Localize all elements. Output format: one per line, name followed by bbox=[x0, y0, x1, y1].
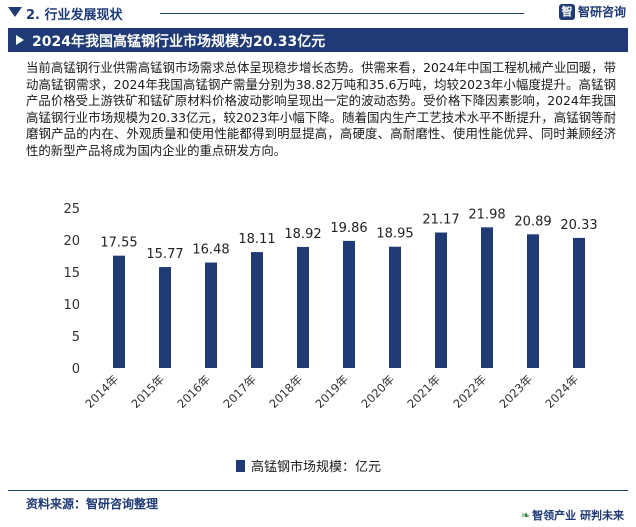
title-banner: 2024年我国高锰钢行业市场规模为20.33亿元 bbox=[8, 28, 628, 52]
y-tick-label: 5 bbox=[72, 330, 80, 345]
y-tick-label: 10 bbox=[63, 298, 80, 313]
brand-name: 智研咨询 bbox=[577, 5, 626, 19]
x-tick-label: 2020年 bbox=[358, 372, 397, 411]
y-tick-label: 25 bbox=[63, 202, 80, 217]
y-tick-label: 0 bbox=[72, 362, 80, 377]
chart-legend: 高锰钢市场规模：亿元 bbox=[236, 456, 381, 475]
x-tick-label: 2018年 bbox=[266, 372, 305, 411]
header-divider bbox=[160, 13, 524, 14]
brand-logo: 智 智研咨询 bbox=[558, 3, 626, 20]
bar bbox=[205, 262, 217, 368]
bar bbox=[573, 237, 585, 368]
section-header: 2. 行业发展现状 智 智研咨询 bbox=[0, 0, 636, 26]
x-tick-label: 2015年 bbox=[128, 372, 167, 411]
data-label: 20.89 bbox=[514, 214, 551, 229]
bar bbox=[343, 240, 355, 368]
data-label: 16.48 bbox=[192, 243, 229, 258]
description-paragraph: 当前高锰钢行业供需高锰钢市场需求总体呈现稳步增长态势。供需来看，2024年中国工… bbox=[26, 60, 616, 158]
bar bbox=[435, 232, 447, 368]
legend-swatch bbox=[236, 459, 245, 472]
y-tick-label: 15 bbox=[63, 266, 80, 281]
data-label: 15.77 bbox=[146, 247, 183, 262]
section-title: 2. 行业发展现状 bbox=[26, 8, 123, 23]
footer-slogan-text: 智领产业 研判未来 bbox=[532, 509, 624, 522]
data-label: 18.11 bbox=[238, 232, 275, 247]
banner-arrow-icon bbox=[16, 35, 24, 45]
data-label: 18.92 bbox=[284, 227, 321, 242]
brand-logo-icon: 智 bbox=[558, 3, 575, 20]
legend-label: 高锰钢市场规模：亿元 bbox=[251, 460, 382, 475]
data-label: 17.55 bbox=[100, 236, 137, 251]
x-tick-label: 2017年 bbox=[220, 372, 259, 411]
leaf-icon: ❧ bbox=[520, 509, 531, 522]
bar bbox=[297, 246, 309, 368]
bar bbox=[389, 246, 401, 368]
bar bbox=[159, 267, 171, 368]
footer-slogan: ❧ 智领产业 研判未来 bbox=[521, 507, 624, 523]
y-tick-label: 20 bbox=[63, 234, 80, 249]
chart-title: 2024年我国高锰钢行业市场规模为20.33亿元 bbox=[32, 34, 326, 50]
data-label: 21.98 bbox=[468, 207, 505, 222]
x-tick-label: 2023年 bbox=[496, 372, 535, 411]
bar bbox=[113, 255, 125, 368]
bar bbox=[527, 234, 539, 368]
bar bbox=[251, 252, 263, 368]
data-label: 18.95 bbox=[376, 227, 413, 242]
data-label: 19.86 bbox=[330, 221, 367, 236]
footer-divider bbox=[8, 490, 628, 491]
section-marker-icon bbox=[8, 7, 22, 17]
data-label: 21.17 bbox=[422, 213, 459, 228]
x-tick-label: 2021年 bbox=[404, 372, 443, 411]
x-tick-label: 2024年 bbox=[542, 372, 581, 411]
x-tick-label: 2019年 bbox=[312, 372, 351, 411]
data-label: 20.33 bbox=[560, 218, 597, 233]
bar-chart: 0 5 10 15 20 25 17.55 2014年 15.77 2015年 16.48 2016年… bbox=[63, 202, 597, 411]
x-tick-label: 2016年 bbox=[174, 372, 213, 411]
x-tick-label: 2014年 bbox=[82, 372, 121, 411]
source-note: 资料来源：智研咨询整理 bbox=[26, 497, 159, 511]
x-tick-label: 2022年 bbox=[450, 372, 489, 411]
bar bbox=[481, 227, 493, 368]
